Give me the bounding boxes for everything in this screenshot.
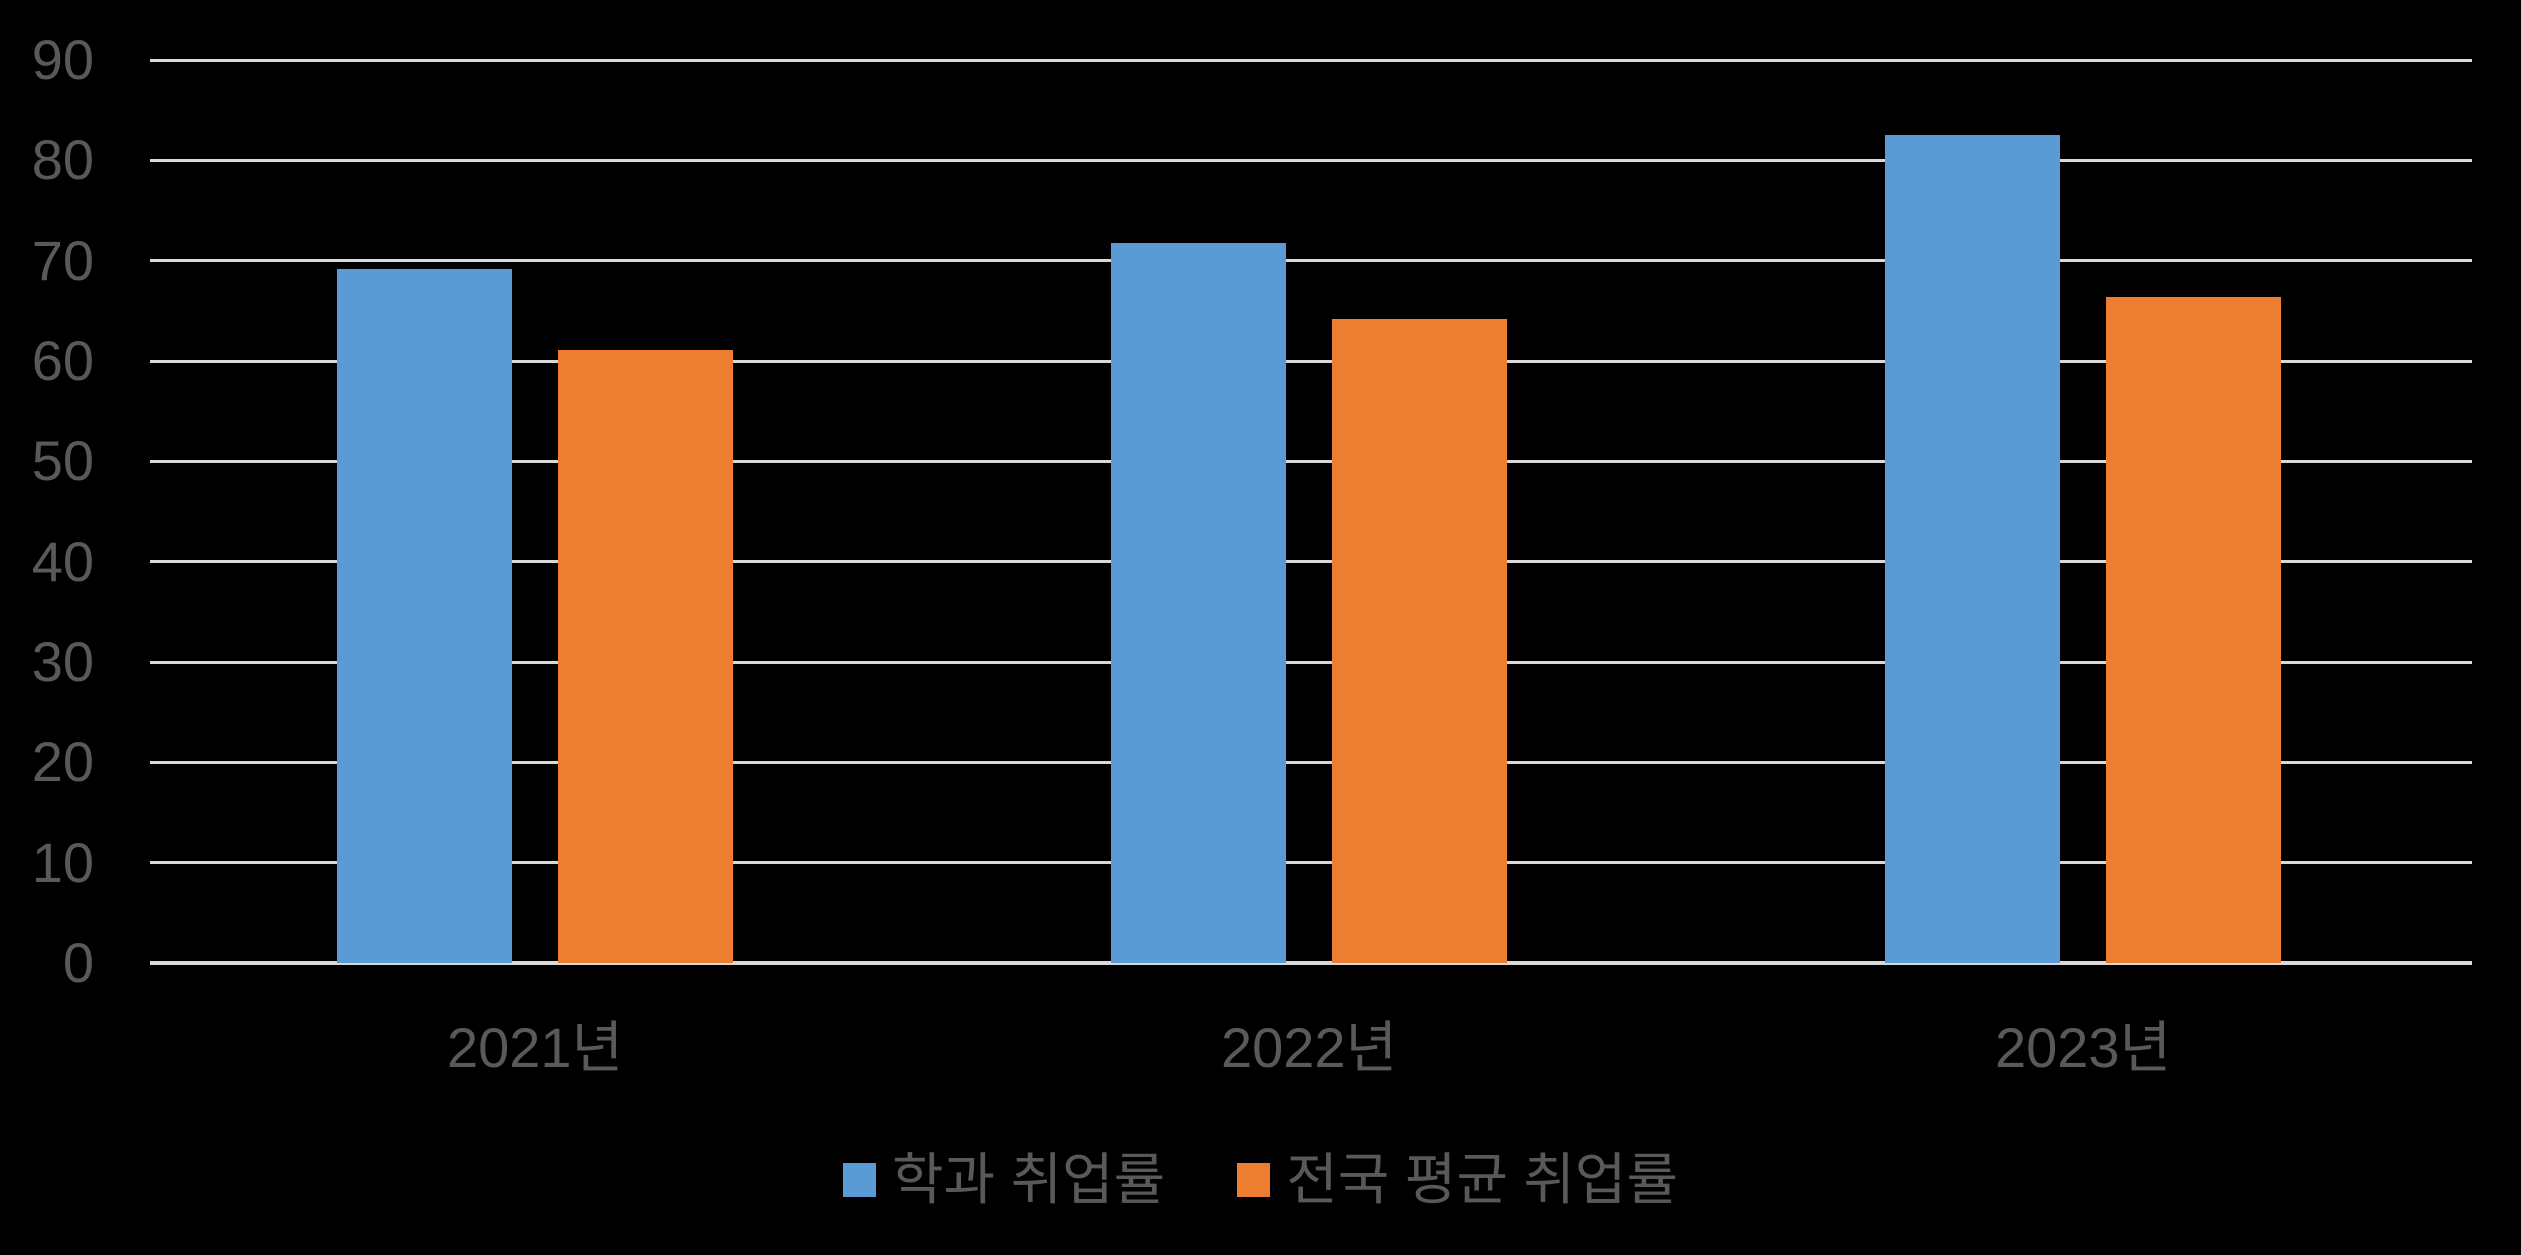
gridline-80 <box>150 158 2472 162</box>
legend-marker-square-dept-employment-rate <box>843 1163 877 1197</box>
gridline-10 <box>150 861 2472 865</box>
y-tick-label-90: 90 <box>31 28 94 91</box>
gridline-70 <box>150 259 2472 263</box>
bar-2023-national-avg-employment-rate <box>2106 296 2281 963</box>
bar-2022-national-avg-employment-rate <box>1332 318 1507 963</box>
gridline-90 <box>150 58 2472 62</box>
gridline-20 <box>150 760 2472 764</box>
y-tick-label-70: 70 <box>31 228 94 292</box>
x-tick-label-2022: 2022년 <box>1220 1016 1398 1079</box>
legend: 학과 취업률 전국 평균 취업률 <box>0 1138 2521 1222</box>
y-tick-label-80: 80 <box>31 128 94 192</box>
bar-2021-national-avg-employment-rate <box>558 349 733 963</box>
legend-item-dept-employment-rate: 학과 취업률 <box>843 1150 1165 1210</box>
y-tick-label-50: 50 <box>31 429 94 493</box>
gridline-40 <box>150 560 2472 564</box>
x-axis-line <box>150 961 2472 965</box>
y-tick-label-40: 40 <box>31 529 94 593</box>
legend-label-dept-employment-rate: 학과 취업률 <box>892 1148 1166 1211</box>
gridline-30 <box>150 660 2472 664</box>
y-tick-label-60: 60 <box>31 329 94 392</box>
legend-label-national-avg-employment-rate: 전국 평균 취업률 <box>1286 1148 1678 1211</box>
y-tick-label-10: 10 <box>31 830 94 894</box>
gridline-60 <box>150 359 2472 363</box>
y-tick-label-20: 20 <box>31 730 94 794</box>
y-tick-label-0: 0 <box>62 931 94 994</box>
legend-item-national-avg-employment-rate: 전국 평균 취업률 <box>1237 1150 1678 1210</box>
x-tick-label-2021: 2021년 <box>446 1016 624 1079</box>
y-tick-label-30: 30 <box>31 630 94 693</box>
legend-marker-square-national-avg-employment-rate <box>1237 1163 1271 1197</box>
bar-2022-dept-employment-rate <box>1111 242 1286 963</box>
bar-2021-dept-employment-rate <box>337 268 512 963</box>
bar-2023-dept-employment-rate <box>1885 135 2060 963</box>
gridline-50 <box>150 459 2472 463</box>
x-tick-label-2023: 2023년 <box>1994 1016 2172 1079</box>
